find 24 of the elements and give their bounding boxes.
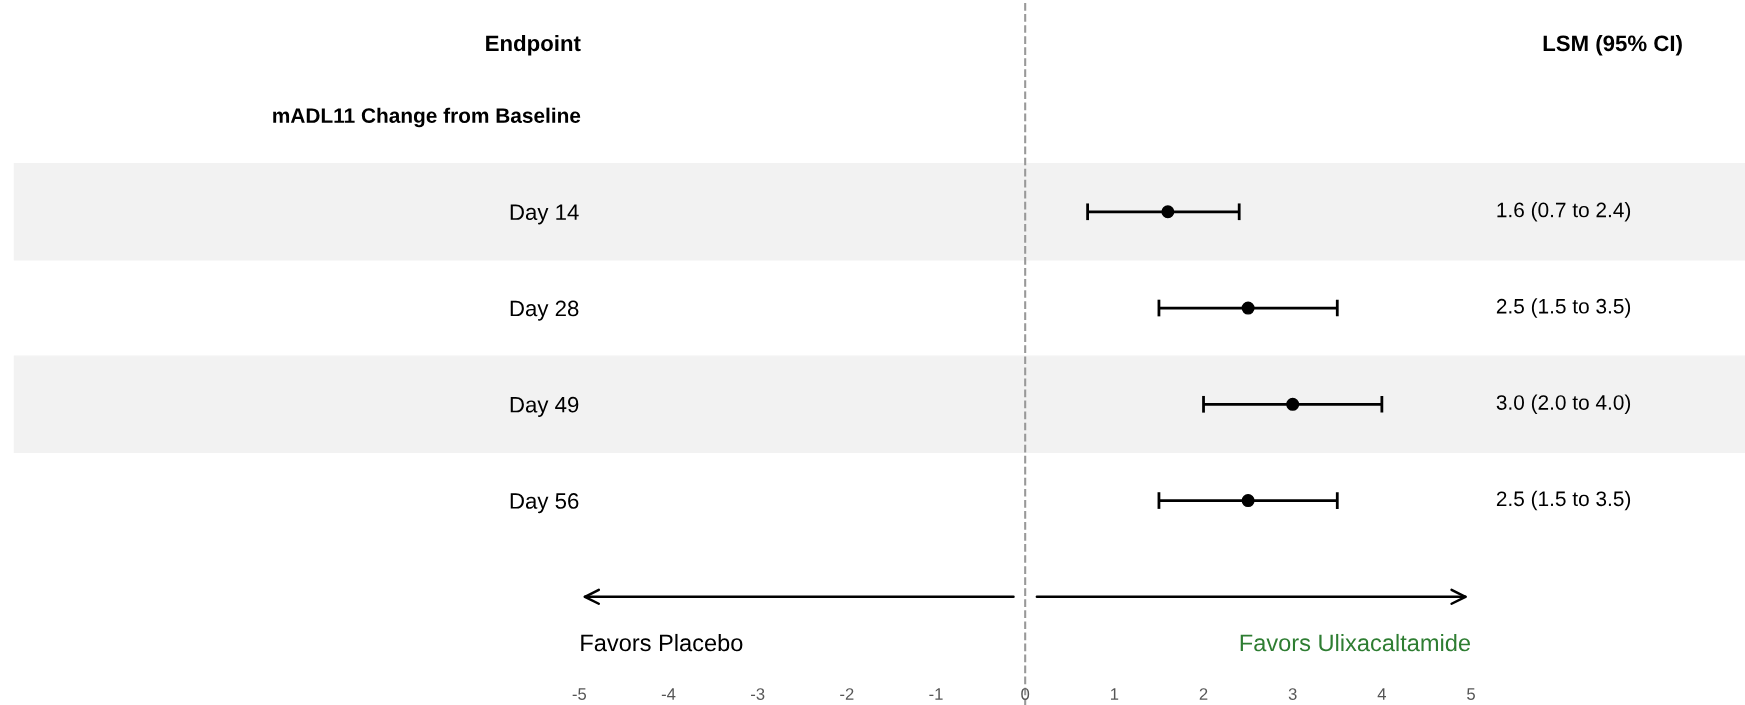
x-tick-label: 5 — [1467, 688, 1475, 700]
x-tick-label: 0 — [1021, 688, 1030, 700]
text: mADL11 Change from Baseline — [273, 107, 581, 128]
y-tick-label: Day 14 — [510, 204, 579, 225]
y-tick-label: Day 28 — [510, 300, 579, 321]
data-label: 1.6 (0.7 to 2.4) — [1497, 202, 1631, 222]
data-label: 2.5 (1.5 to 3.5) — [1496, 298, 1631, 318]
x-tick-label: 4 — [1377, 688, 1387, 700]
text: LSM (95% CI) — [1543, 34, 1682, 56]
x-tick-label: -4 — [661, 688, 676, 700]
text: Favors Ulixacaltamide — [1240, 633, 1470, 652]
x-tick-label: -2 — [840, 688, 854, 700]
y-tick-label: Day 49 — [510, 396, 579, 417]
x-tick-label: 2 — [1199, 688, 1208, 700]
x-tick-label: 3 — [1288, 688, 1297, 700]
x-tick-label: -1 — [929, 688, 943, 700]
x-tick-label: 1 — [1110, 688, 1119, 700]
y-tick-label: Day 56 — [510, 493, 579, 514]
x-tick-label: -5 — [572, 688, 587, 700]
x-tick-label: -3 — [751, 688, 765, 700]
text: Favors Placebo — [581, 633, 743, 652]
data-label: 3.0 (2.0 to 4.0) — [1496, 394, 1631, 414]
text: Endpoint — [486, 34, 581, 56]
data-label: 2.5 (1.5 to 3.5) — [1496, 490, 1631, 511]
